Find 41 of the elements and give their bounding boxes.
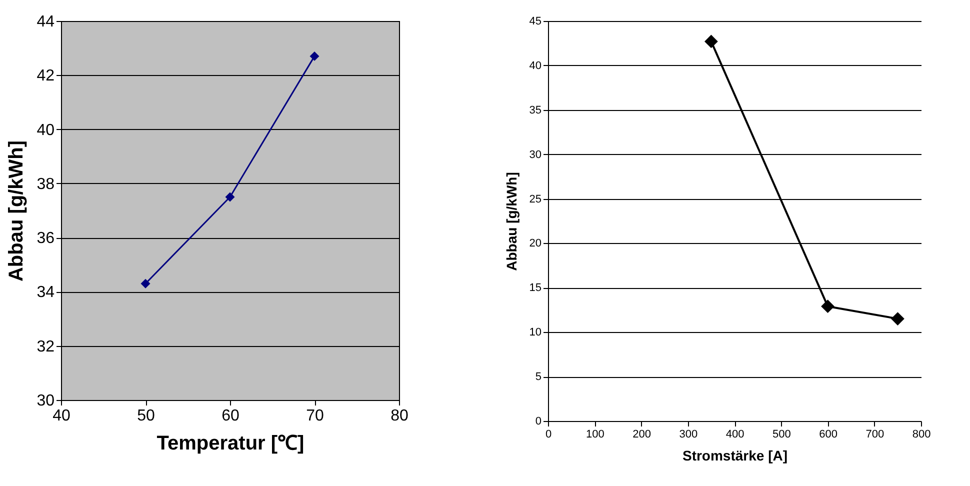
x-axis-title: Temperatur [℃] <box>156 432 304 454</box>
y-tick-label: 5 <box>535 371 542 384</box>
y-tick-label: 38 <box>36 176 55 193</box>
x-tick-label: 600 <box>819 428 838 440</box>
y-tick-label: 35 <box>529 104 542 116</box>
y-axis-title: Abbau [g/kWh] <box>503 172 520 271</box>
point <box>310 51 320 61</box>
y-axis-title: Abbau [g/kWh] <box>6 140 28 282</box>
y-tick-label: 34 <box>36 284 55 302</box>
point <box>704 34 718 48</box>
y-tick-label: 42 <box>36 68 55 85</box>
y-tick-label: 25 <box>529 193 542 206</box>
x-tick-label: 0 <box>545 428 552 440</box>
y-tick-label: 20 <box>529 238 542 250</box>
x-tick-label: 80 <box>390 408 408 424</box>
y-tick-label: 30 <box>529 148 542 161</box>
y-tick-label: 40 <box>529 60 542 72</box>
y-tick-label: 36 <box>36 230 55 248</box>
x-tick-label: 100 <box>586 428 604 440</box>
x-tick-label: 400 <box>726 428 744 440</box>
point <box>225 192 235 202</box>
y-tick-label: 30 <box>36 392 55 410</box>
x-tick-label: 50 <box>137 408 155 424</box>
point <box>821 300 834 314</box>
x-tick-label: 300 <box>679 428 698 440</box>
y-tick-label: 15 <box>529 282 542 294</box>
x-tick-label: 700 <box>866 428 884 440</box>
x-axis-title: Stromstärke [A] <box>682 448 788 464</box>
x-tick-label: 70 <box>306 408 324 424</box>
y-tick-label: 32 <box>36 338 55 356</box>
y-tick-label: 10 <box>529 326 542 339</box>
x-tick-label: 200 <box>632 428 651 440</box>
y-tick-label: 40 <box>36 122 55 139</box>
y-tick-label: 44 <box>36 14 55 30</box>
x-tick-label: 500 <box>772 428 791 440</box>
x-tick-label: 60 <box>222 408 240 424</box>
y-tick-label: 45 <box>529 16 542 28</box>
x-tick-label: 800 <box>912 428 931 440</box>
x-tick-label: 40 <box>52 408 70 424</box>
point <box>140 278 150 288</box>
point <box>890 312 904 326</box>
